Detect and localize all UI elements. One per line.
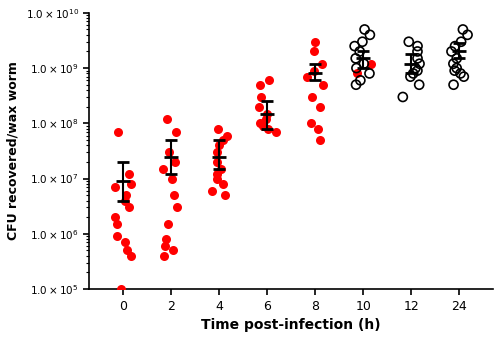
Point [160, 253, 168, 259]
Point [360, 27, 368, 32]
Point [114, 129, 122, 135]
Point [308, 94, 316, 100]
Point [126, 253, 134, 259]
Point [122, 193, 130, 198]
Point [113, 221, 121, 227]
Point [314, 126, 322, 132]
Point [111, 215, 119, 220]
Point [215, 143, 223, 148]
Point [116, 286, 124, 292]
Point [113, 234, 121, 239]
Point [262, 111, 270, 116]
Point [452, 56, 460, 61]
Point [352, 56, 360, 61]
Point [120, 240, 128, 245]
Point [256, 121, 264, 126]
Point [256, 82, 264, 87]
Point [451, 43, 459, 49]
Point [223, 133, 231, 138]
Point [159, 166, 167, 172]
Point [450, 68, 458, 73]
Point [110, 184, 118, 190]
Point [120, 198, 128, 203]
Point [352, 65, 360, 71]
Point [266, 78, 274, 83]
Point [358, 39, 366, 44]
Point [258, 94, 266, 100]
Point [260, 123, 268, 128]
Point [318, 61, 326, 66]
Point [256, 104, 264, 109]
Point [125, 205, 133, 210]
Point [214, 126, 222, 132]
Point [316, 104, 324, 109]
X-axis label: Time post-infection (h): Time post-infection (h) [202, 318, 381, 332]
Point [310, 49, 318, 54]
Point [173, 205, 181, 210]
Y-axis label: CFU recovered/wax worm: CFU recovered/wax worm [7, 61, 20, 240]
Point [350, 43, 358, 49]
Point [217, 166, 225, 172]
Point [415, 82, 423, 87]
Point [457, 39, 465, 44]
Point [399, 94, 407, 100]
Point [366, 32, 374, 38]
Point [162, 237, 170, 242]
Point [214, 149, 222, 155]
Point [459, 27, 467, 32]
Point [168, 176, 175, 181]
Point [356, 78, 364, 83]
Point [412, 65, 420, 71]
Point [414, 43, 422, 49]
Point [414, 49, 422, 54]
Point [448, 49, 456, 54]
Point [169, 248, 177, 253]
Point [456, 71, 464, 76]
Point [368, 61, 376, 66]
Point [352, 82, 360, 87]
Point [312, 39, 320, 44]
Point [218, 137, 226, 143]
Point [213, 159, 221, 165]
Point [162, 116, 170, 122]
Point [414, 56, 422, 61]
Point [123, 248, 131, 253]
Point [460, 74, 468, 79]
Point [208, 188, 216, 194]
Point [405, 39, 413, 44]
Point [164, 221, 172, 227]
Point [171, 159, 179, 165]
Point [409, 71, 417, 76]
Point [160, 243, 168, 249]
Point [352, 71, 360, 76]
Point [307, 121, 315, 126]
Point [172, 129, 180, 135]
Point [450, 61, 458, 66]
Point [262, 116, 270, 122]
Point [304, 74, 312, 79]
Point [318, 82, 326, 87]
Point [416, 61, 424, 66]
Point [406, 74, 414, 79]
Point [316, 137, 324, 143]
Point [414, 68, 422, 73]
Point [170, 193, 178, 198]
Point [264, 126, 272, 132]
Point [124, 172, 132, 177]
Point [464, 32, 471, 38]
Point [219, 181, 227, 187]
Point [310, 68, 318, 73]
Point [212, 176, 220, 181]
Point [272, 129, 280, 135]
Point [366, 71, 374, 76]
Point [212, 172, 220, 177]
Point [127, 181, 135, 187]
Point [221, 193, 229, 198]
Point [450, 82, 458, 87]
Point [452, 65, 460, 71]
Point [165, 149, 173, 155]
Point [356, 49, 364, 54]
Point [360, 61, 368, 66]
